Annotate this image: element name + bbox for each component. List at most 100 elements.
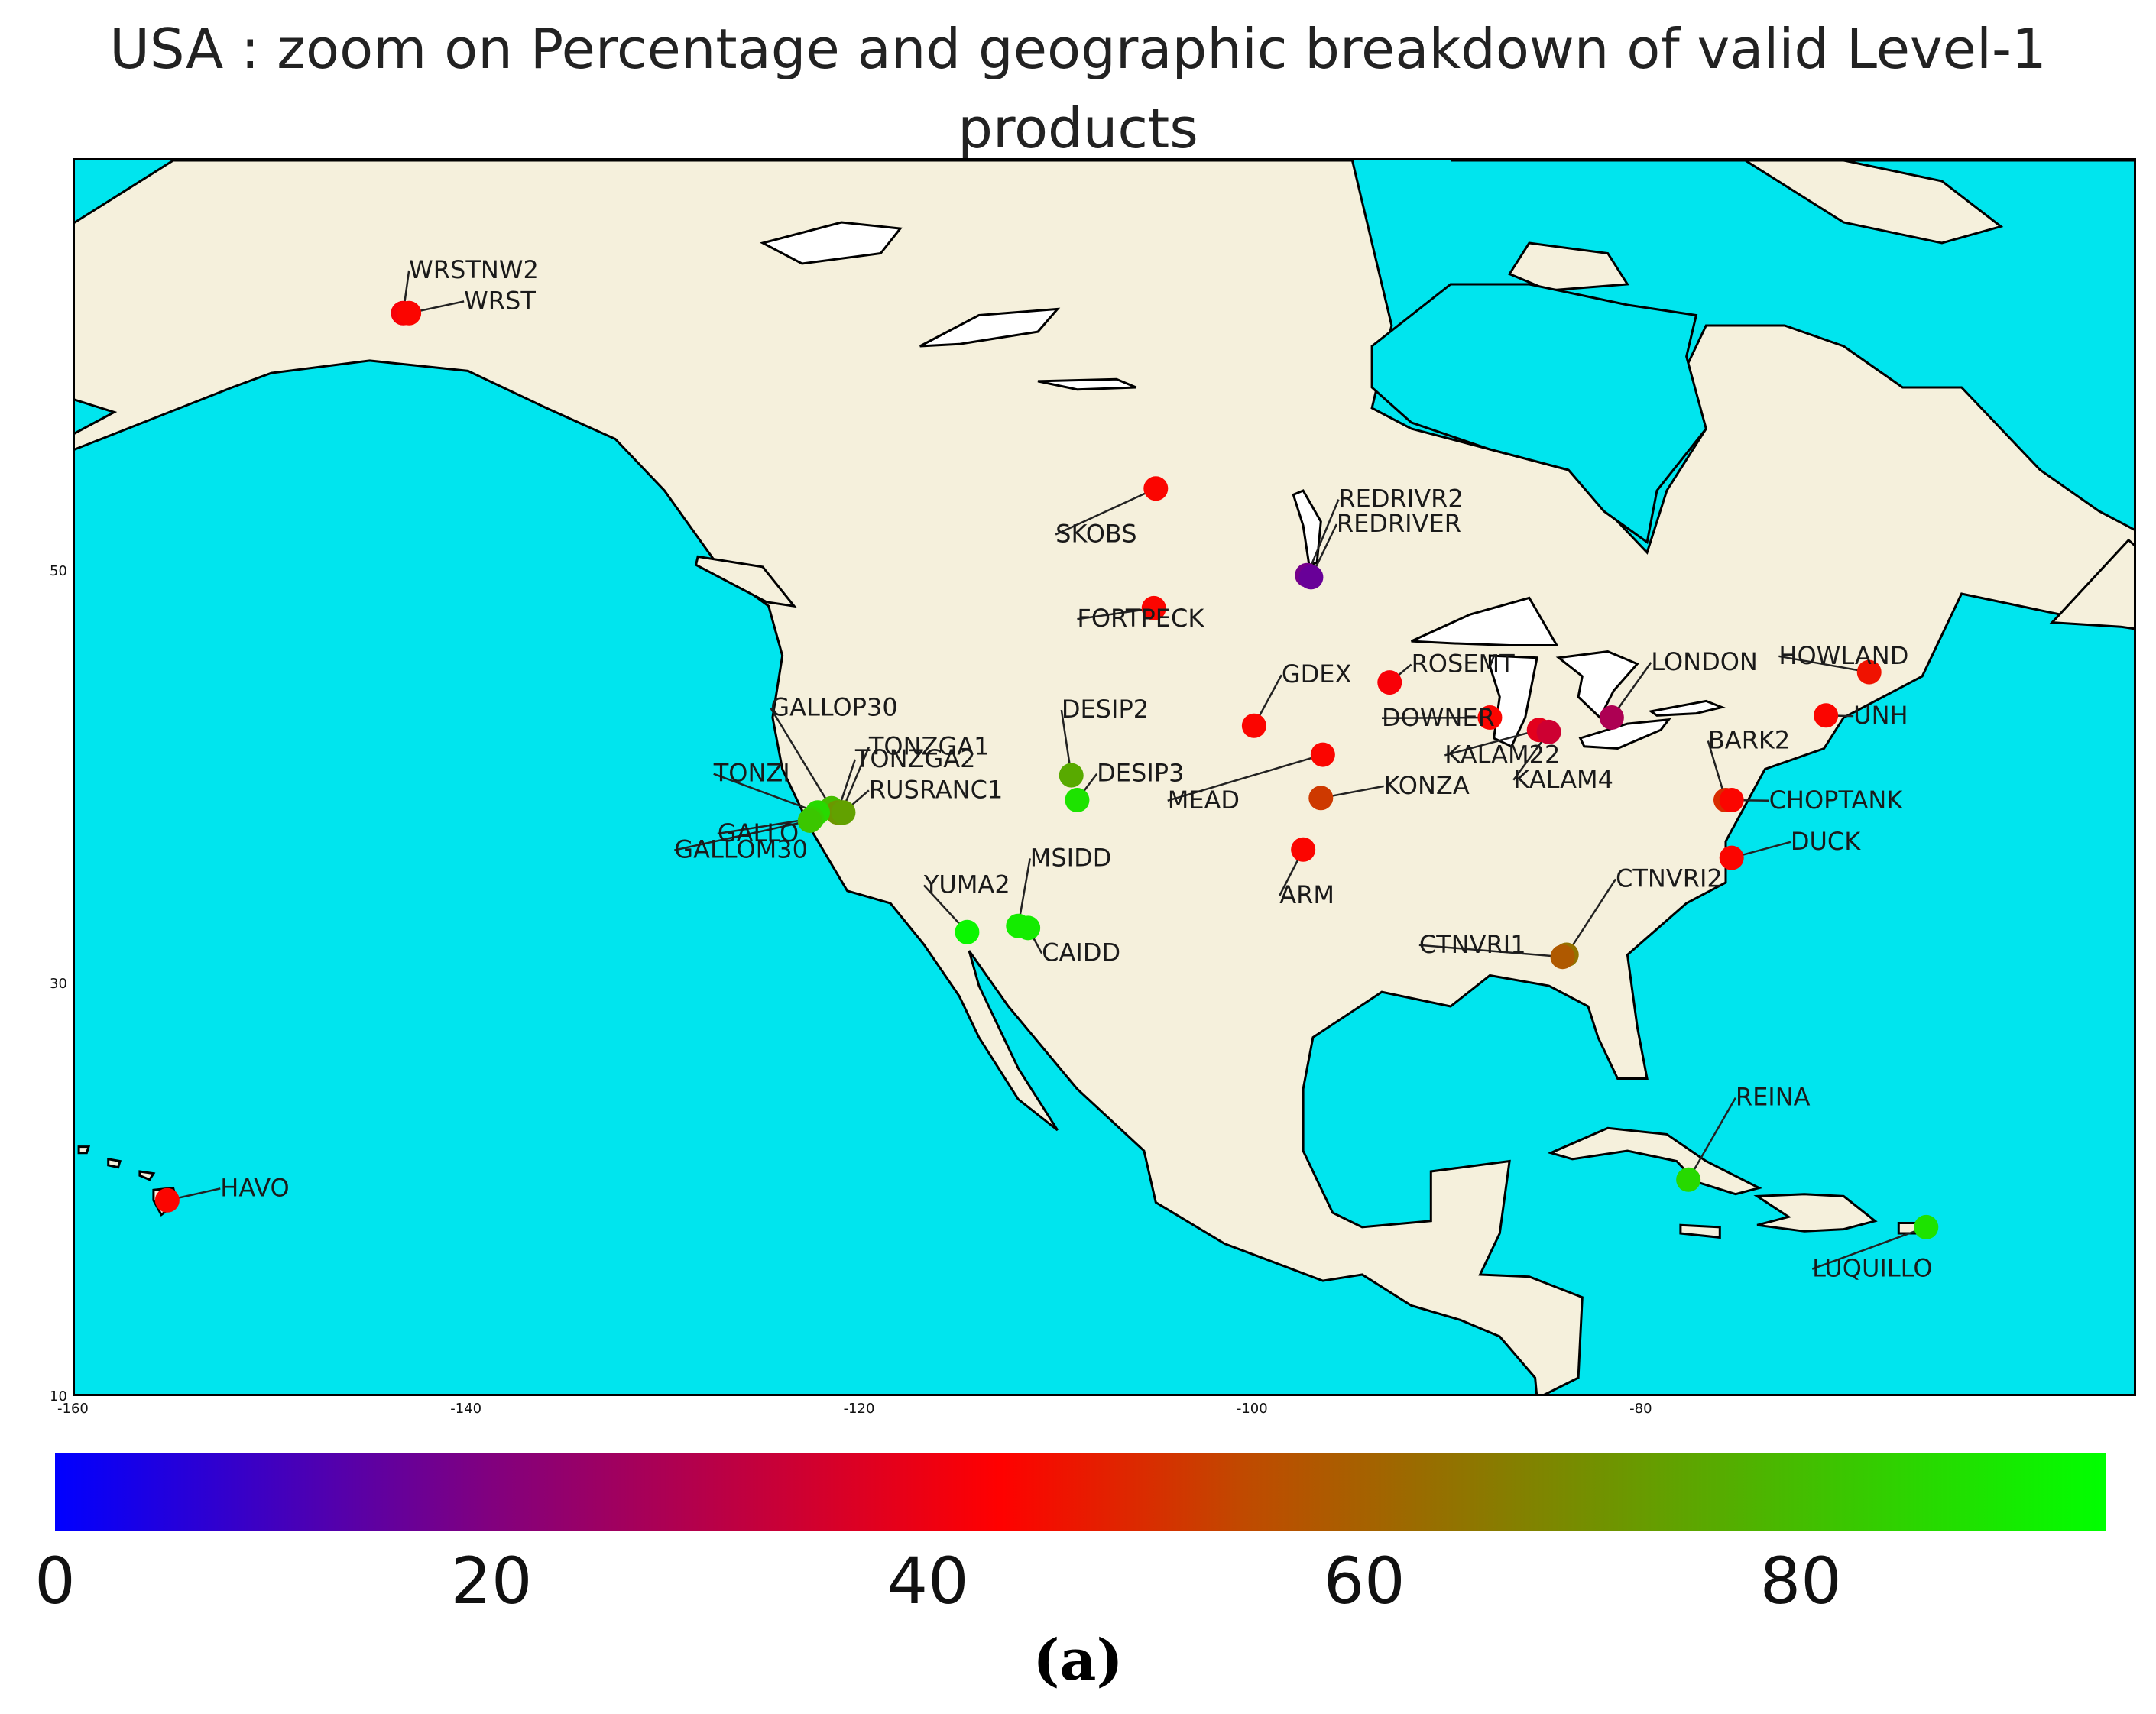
site-label-desip2: DESIP2 <box>1062 695 1149 724</box>
site-label-ctnvri2: CTNVRI2 <box>1616 863 1723 893</box>
title-line-1: USA : zoom on Percentage and geographic … <box>109 17 2047 81</box>
hudson-bay <box>1370 283 1707 545</box>
site-label-fortpeck: FORTPECK <box>1077 604 1204 633</box>
vancouver-island <box>694 555 797 608</box>
site-label-caidd: CAIDD <box>1042 938 1120 967</box>
lake-winnipeg <box>1292 489 1322 567</box>
site-label-ctnvri1: CTNVRI1 <box>1419 930 1526 959</box>
leader-line-gallom30 <box>674 819 810 851</box>
site-label-redrivr2: REDRIVR2 <box>1338 484 1463 514</box>
great-slave-lake <box>919 307 1061 348</box>
y-tick-label: 10 <box>50 1388 67 1405</box>
baffin-region <box>1451 160 2134 245</box>
great-bear-lake <box>759 221 903 265</box>
site-label-kalam4: KALAM4 <box>1513 765 1613 794</box>
cuba-island <box>1547 1126 1762 1196</box>
site-marker-choptank <box>1719 788 1744 812</box>
site-label-msidd: MSIDD <box>1030 843 1112 872</box>
x-tick-label: -160 <box>57 1401 89 1417</box>
lake-ontario <box>1648 699 1726 717</box>
site-label-gallom30: GALLOM30 <box>674 835 808 864</box>
lake-huron <box>1555 650 1639 720</box>
site-label-howland: HOWLAND <box>1778 641 1908 670</box>
site-label-bark2: BARK2 <box>1708 726 1790 755</box>
colorbar-tick-label: 60 <box>1323 1544 1405 1618</box>
leader-line-redrivr2 <box>1306 499 1340 576</box>
leader-line-reina <box>1688 1097 1736 1181</box>
site-label-downer: DOWNER <box>1382 703 1495 732</box>
site-markers <box>154 300 1939 1239</box>
colorbar-tick-label: 40 <box>887 1544 969 1618</box>
site-marker-skobs <box>1143 476 1169 501</box>
leader-line-howland <box>1778 655 1869 673</box>
site-label-rosemt: ROSEMT <box>1412 650 1516 679</box>
site-marker-duck <box>1719 845 1744 870</box>
leader-line-mead <box>1167 753 1324 802</box>
colorbar-tick-label: 20 <box>450 1544 533 1618</box>
site-label-yuma2: YUMA2 <box>923 870 1010 899</box>
hispaniola-island <box>1753 1193 1878 1233</box>
land-layer <box>75 160 2134 1394</box>
y-tick-label: 50 <box>50 563 67 579</box>
colorbar-tick-label: 80 <box>1759 1544 1842 1618</box>
colorbar <box>55 1453 2106 1531</box>
leader-line-luquillo <box>1811 1226 1927 1270</box>
site-label-havo: HAVO <box>220 1173 289 1202</box>
site-label-arm: ARM <box>1279 880 1334 909</box>
lake-athabasca <box>1037 377 1137 391</box>
site-label-tonzga2: TONZGA2 <box>854 744 976 773</box>
site-marker-luquillo <box>1914 1214 1939 1239</box>
site-marker-caidd <box>1016 915 1041 941</box>
site-marker-wrst <box>397 300 422 326</box>
site-label-tonzga1: TONZGA1 <box>868 732 990 761</box>
kauai-island <box>77 1145 91 1155</box>
site-label-wrstnw2: WRSTNW2 <box>409 255 539 284</box>
site-marker-arm <box>1291 837 1316 862</box>
leader-line-kalam22 <box>1444 728 1540 757</box>
x-tick-label: -80 <box>1629 1401 1652 1417</box>
site-label-rusranc1: RUSRANC1 <box>869 775 1003 804</box>
site-marker-konza <box>1308 786 1334 811</box>
site-label-reina: REINA <box>1736 1083 1811 1112</box>
site-label-luquillo: LUQUILLO <box>1812 1254 1932 1283</box>
site-label-tonzi: TONZI <box>713 759 790 788</box>
leader-line-ctnvri1 <box>1418 944 1563 958</box>
site-marker-howland <box>1856 659 1882 685</box>
site-label-redriver: REDRIVER <box>1337 509 1461 538</box>
site-marker-desip3 <box>1065 788 1090 812</box>
site-marker-rusranc1 <box>831 800 856 825</box>
site-marker-london <box>1599 705 1624 730</box>
site-label-london: LONDON <box>1651 647 1758 676</box>
site-label-duck: DUCK <box>1791 827 1861 856</box>
site-marker-havo <box>154 1187 180 1213</box>
site-marker-unh <box>1814 703 1839 728</box>
x-tick-label: -140 <box>450 1401 482 1417</box>
x-tick-label: -120 <box>843 1401 875 1417</box>
map-panel: WRSTNW2 WRST SKOBS REDRIVR2 REDRIVER FORTPECK… <box>73 158 2136 1396</box>
site-label-unh: UNH <box>1853 701 1908 730</box>
leader-line-tonzi <box>713 773 819 814</box>
newfoundland-island <box>2049 538 2134 630</box>
site-label-kalam22: KALAM22 <box>1444 740 1560 769</box>
site-marker-rosemt <box>1377 670 1402 695</box>
site-label-konza: KONZA <box>1384 771 1470 800</box>
site-label-desip3: DESIP3 <box>1097 759 1184 788</box>
map-title: USA : zoom on Percentage and geographic … <box>0 9 2156 168</box>
leader-line-gallop30 <box>770 707 833 809</box>
leader-line-skobs <box>1055 488 1156 536</box>
y-tick-label: 30 <box>50 976 67 992</box>
site-marker-reina <box>1676 1167 1701 1192</box>
site-label-mead: MEAD <box>1168 786 1240 815</box>
site-marker-desip2 <box>1059 763 1084 788</box>
leader-line-gallo <box>717 818 812 835</box>
title-line-2: products <box>958 96 1198 160</box>
jamaica-island <box>1679 1223 1721 1239</box>
site-label-choptank: CHOPTANK <box>1769 786 1904 815</box>
site-marker-gallom30 <box>797 808 822 833</box>
lake-layer <box>759 221 1726 750</box>
colorbar-tick-label: 0 <box>34 1544 76 1618</box>
site-marker-redriver <box>1298 565 1324 590</box>
site-marker-kalam4 <box>1536 719 1561 744</box>
